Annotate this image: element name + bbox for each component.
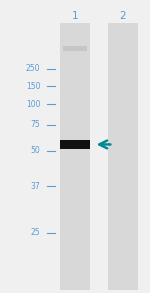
- Bar: [60, 23, 90, 290]
- Text: 250: 250: [26, 64, 40, 73]
- Text: 1: 1: [72, 11, 78, 21]
- Text: 50: 50: [31, 146, 40, 155]
- Bar: [60, 140, 90, 149]
- Text: 150: 150: [26, 82, 40, 91]
- Text: 100: 100: [26, 100, 40, 108]
- Text: 75: 75: [31, 120, 40, 129]
- Bar: [108, 23, 138, 290]
- Text: 25: 25: [31, 229, 40, 237]
- Text: 2: 2: [120, 11, 126, 21]
- Bar: [63, 46, 87, 51]
- Text: 37: 37: [31, 182, 40, 190]
